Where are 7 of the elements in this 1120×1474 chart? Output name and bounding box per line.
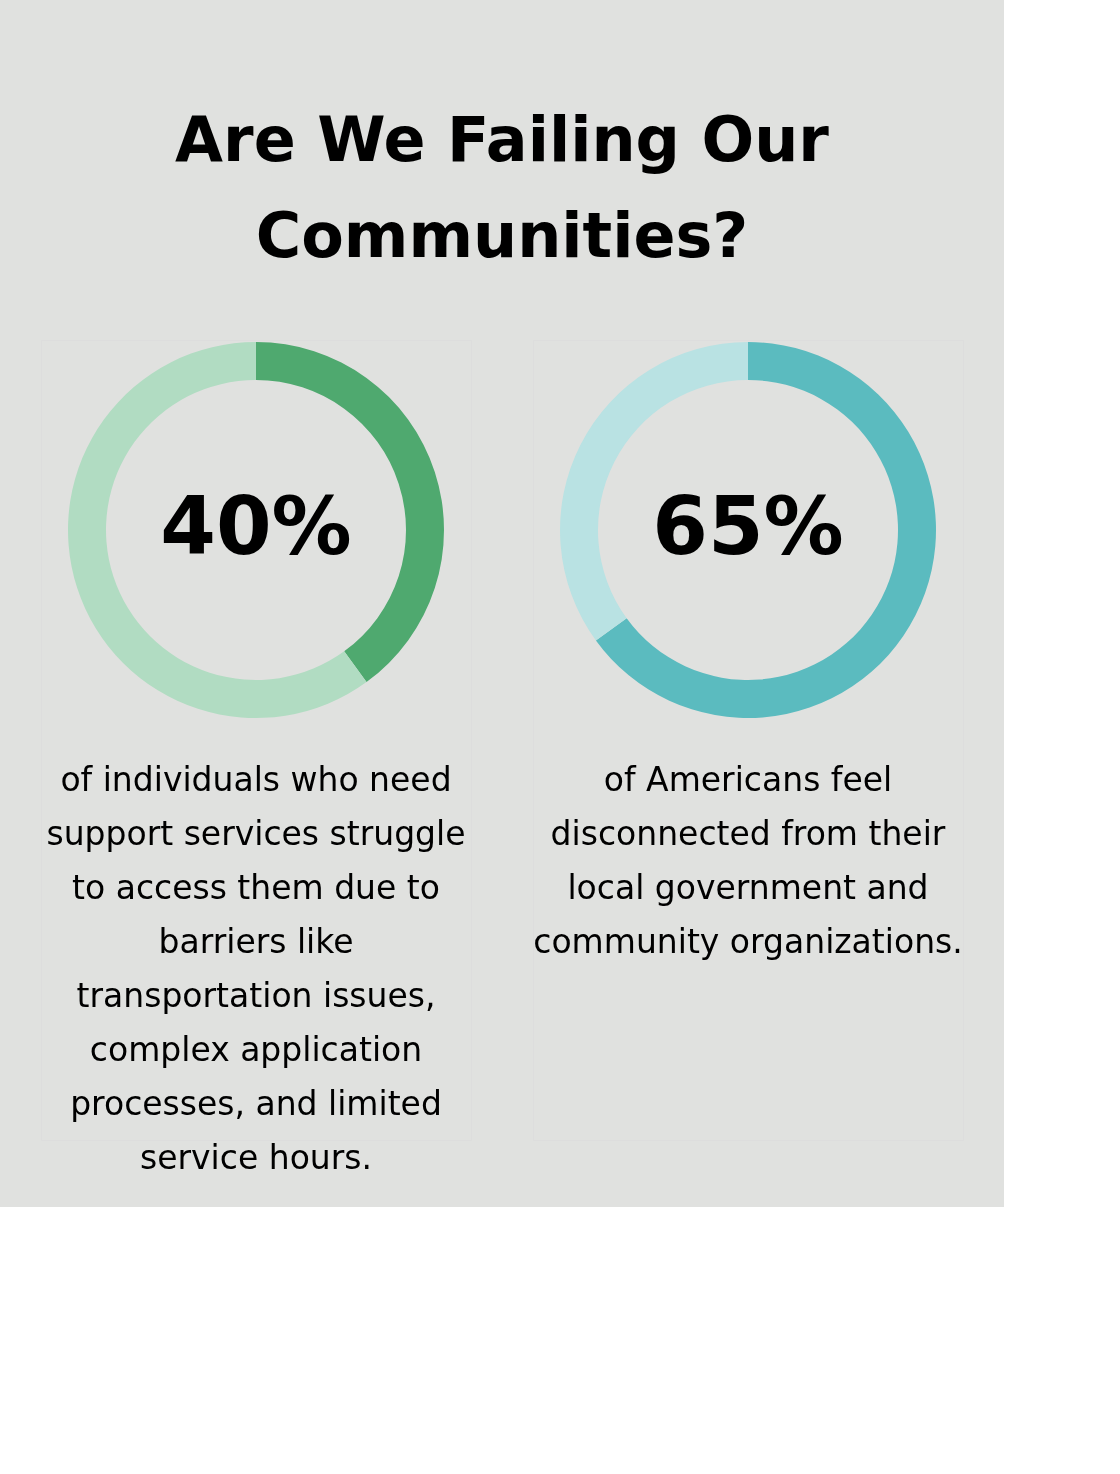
donut-slice — [68, 342, 367, 718]
donut-slice — [595, 342, 936, 718]
text: of individuals who need support services struggle to access them due to barriers like transportation issues, complex application processes, and limited service hours. — [46, 760, 466, 1177]
text: of Americans feel disconnected from their local government and community organizations. — [533, 760, 963, 961]
chart-title: Are We Failing Our Communities? — [175, 102, 830, 272]
data-label: 65% — [652, 480, 844, 573]
data-label: 40% — [160, 480, 352, 573]
